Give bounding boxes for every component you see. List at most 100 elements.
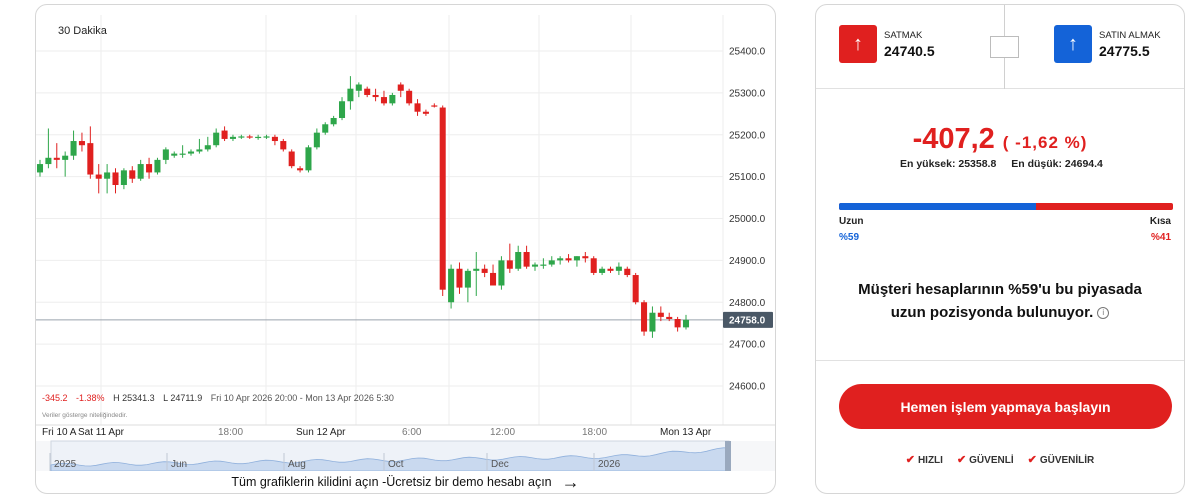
- unlock-charts-link[interactable]: Tüm grafiklerin kilidini açın -Ücretsiz …: [36, 471, 775, 493]
- current-price-tag: [723, 311, 773, 328]
- arrow-up-icon: ↑: [1054, 25, 1092, 63]
- candle-body: [599, 268, 606, 273]
- candle-body: [632, 275, 639, 303]
- candle-body: [196, 149, 203, 152]
- candle-body: [297, 168, 304, 171]
- candle-body: [406, 90, 413, 104]
- sell-price: 24740.5: [884, 42, 935, 59]
- price-tick-label: 24700.0: [729, 340, 766, 351]
- sell-label: SATMAK: [884, 29, 923, 41]
- candle-body: [641, 302, 648, 332]
- price-tick-label: 25300.0: [729, 88, 766, 99]
- check-icon: ✔: [1027, 454, 1037, 466]
- arrow-right-icon: →: [561, 472, 580, 492]
- unlock-text: Tüm grafiklerin kilidini açın -Ücretsiz …: [231, 475, 552, 489]
- time-tick-label: 18:00: [582, 427, 607, 438]
- candle-body: [573, 256, 580, 261]
- price-tick-label: 24900.0: [729, 256, 766, 267]
- sell-button[interactable]: ↑ SATMAK 24740.5: [839, 25, 935, 63]
- candle-body: [615, 266, 622, 271]
- candle-body: [422, 111, 429, 114]
- long-percent: %59: [839, 232, 860, 243]
- candle-body: [330, 118, 337, 125]
- candle-body: [607, 268, 614, 271]
- time-tick-label: Fri 10 A: [42, 427, 77, 438]
- sentiment-text: Müşteri hesaplarının %59'u bu piyasada u…: [816, 278, 1184, 324]
- day-high: En yüksek: 25358.8: [900, 158, 997, 170]
- candle-body: [439, 107, 446, 290]
- candle-body: [78, 141, 85, 146]
- trade-panel: ↑ SATMAK 24740.5 ↑ SATIN ALMAK 24775.5 -…: [815, 4, 1185, 494]
- candle-body: [657, 312, 664, 317]
- candle-body: [498, 260, 505, 286]
- price-chart[interactable]: 25400.0 25300.0 25200.0 25100.0 25000.0 24900…: [36, 5, 776, 471]
- candle-body: [473, 268, 480, 271]
- candle-body: [53, 157, 60, 160]
- candle-body: [674, 319, 681, 328]
- candle-body: [146, 164, 153, 173]
- change-value: -407,2: [912, 123, 995, 155]
- high-low: En yüksek: 25358.8 En düşük: 24694.4: [900, 158, 1115, 170]
- buy-label: SATIN ALMAK: [1099, 29, 1161, 41]
- badge-fast: ✔ HIZLI: [905, 454, 943, 466]
- candle-body: [104, 172, 111, 179]
- candle-body: [397, 84, 404, 91]
- candle-body: [305, 147, 312, 171]
- candle-body: [120, 170, 127, 185]
- time-tick-label: 18:00: [218, 427, 243, 438]
- candle-body: [70, 141, 77, 156]
- navigator-label: 2025: [54, 459, 77, 470]
- time-tick-label: 6:00: [402, 427, 422, 438]
- candle-body: [515, 252, 522, 269]
- candle-body: [187, 151, 195, 154]
- chart-stats: -345.2 -1.38% H 25341.3 L 24711.9 Fri 10…: [42, 393, 400, 403]
- candle-body: [246, 136, 253, 138]
- start-trading-button[interactable]: Hemen işlem yapmaya başlayın: [839, 384, 1172, 429]
- candle-body: [347, 88, 354, 102]
- price-tick-label: 24600.0: [729, 382, 766, 393]
- info-icon[interactable]: i: [1097, 307, 1110, 319]
- candle-body: [238, 136, 245, 138]
- candle-body: [213, 132, 220, 146]
- candle-body: [666, 316, 673, 319]
- order-buttons-row: ↑ SATMAK 24740.5 ↑ SATIN ALMAK 24775.5: [816, 5, 1184, 89]
- disclaimer: Veriler gösterge niteliğindedir.: [42, 412, 128, 419]
- candle-body: [255, 136, 262, 139]
- time-tick-label: Mon 13 Apr: [660, 427, 712, 438]
- buy-button[interactable]: ↑ SATIN ALMAK 24775.5: [1054, 25, 1161, 63]
- navigator-series: [50, 447, 730, 471]
- candle-body: [36, 164, 44, 173]
- candle-body: [590, 258, 597, 273]
- stat-low: L 24711.9: [163, 393, 203, 403]
- candle-body: [95, 174, 102, 179]
- badge-reliable: ✔ GÜVENİLİR: [1027, 454, 1095, 466]
- candle-body: [263, 136, 270, 138]
- short-label: Kısa: [1149, 216, 1171, 227]
- buy-price: 24775.5: [1099, 42, 1150, 59]
- time-tick-label: 12:00: [490, 427, 515, 438]
- candle-body: [204, 145, 211, 150]
- trust-badges: ✔ HIZLI ✔ GÜVENLİ ✔ GÜVENİLİR: [816, 453, 1184, 466]
- check-icon: ✔: [956, 454, 967, 466]
- navigator-label: 2026: [598, 459, 621, 470]
- price-tick-label: 24800.0: [729, 298, 766, 309]
- candle-body: [154, 159, 161, 173]
- price-tick-label: 25100.0: [729, 172, 766, 183]
- candle-body: [649, 312, 656, 332]
- spread-box: [990, 36, 1019, 58]
- candle-body: [506, 260, 513, 269]
- candle-body: [540, 264, 547, 266]
- navigator-label: Dec: [491, 459, 509, 470]
- change-pct: ( -1,62 %): [1002, 133, 1088, 152]
- current-price-label: 24758.0: [729, 315, 766, 326]
- time-tick-label: Sat 11 Apr: [78, 427, 125, 438]
- candle-body: [389, 94, 396, 104]
- candle-body: [112, 172, 119, 185]
- candle-body: [481, 268, 488, 273]
- timeframe-label[interactable]: 30 Dakika: [58, 25, 107, 37]
- candle-body: [355, 84, 362, 91]
- candle-body: [322, 124, 329, 133]
- price-tick-label: 25000.0: [729, 214, 766, 225]
- stat-change: -345.2: [42, 393, 68, 403]
- stat-range: Fri 10 Apr 2026 20:00 - Mon 13 Apr 2026 …: [210, 393, 394, 403]
